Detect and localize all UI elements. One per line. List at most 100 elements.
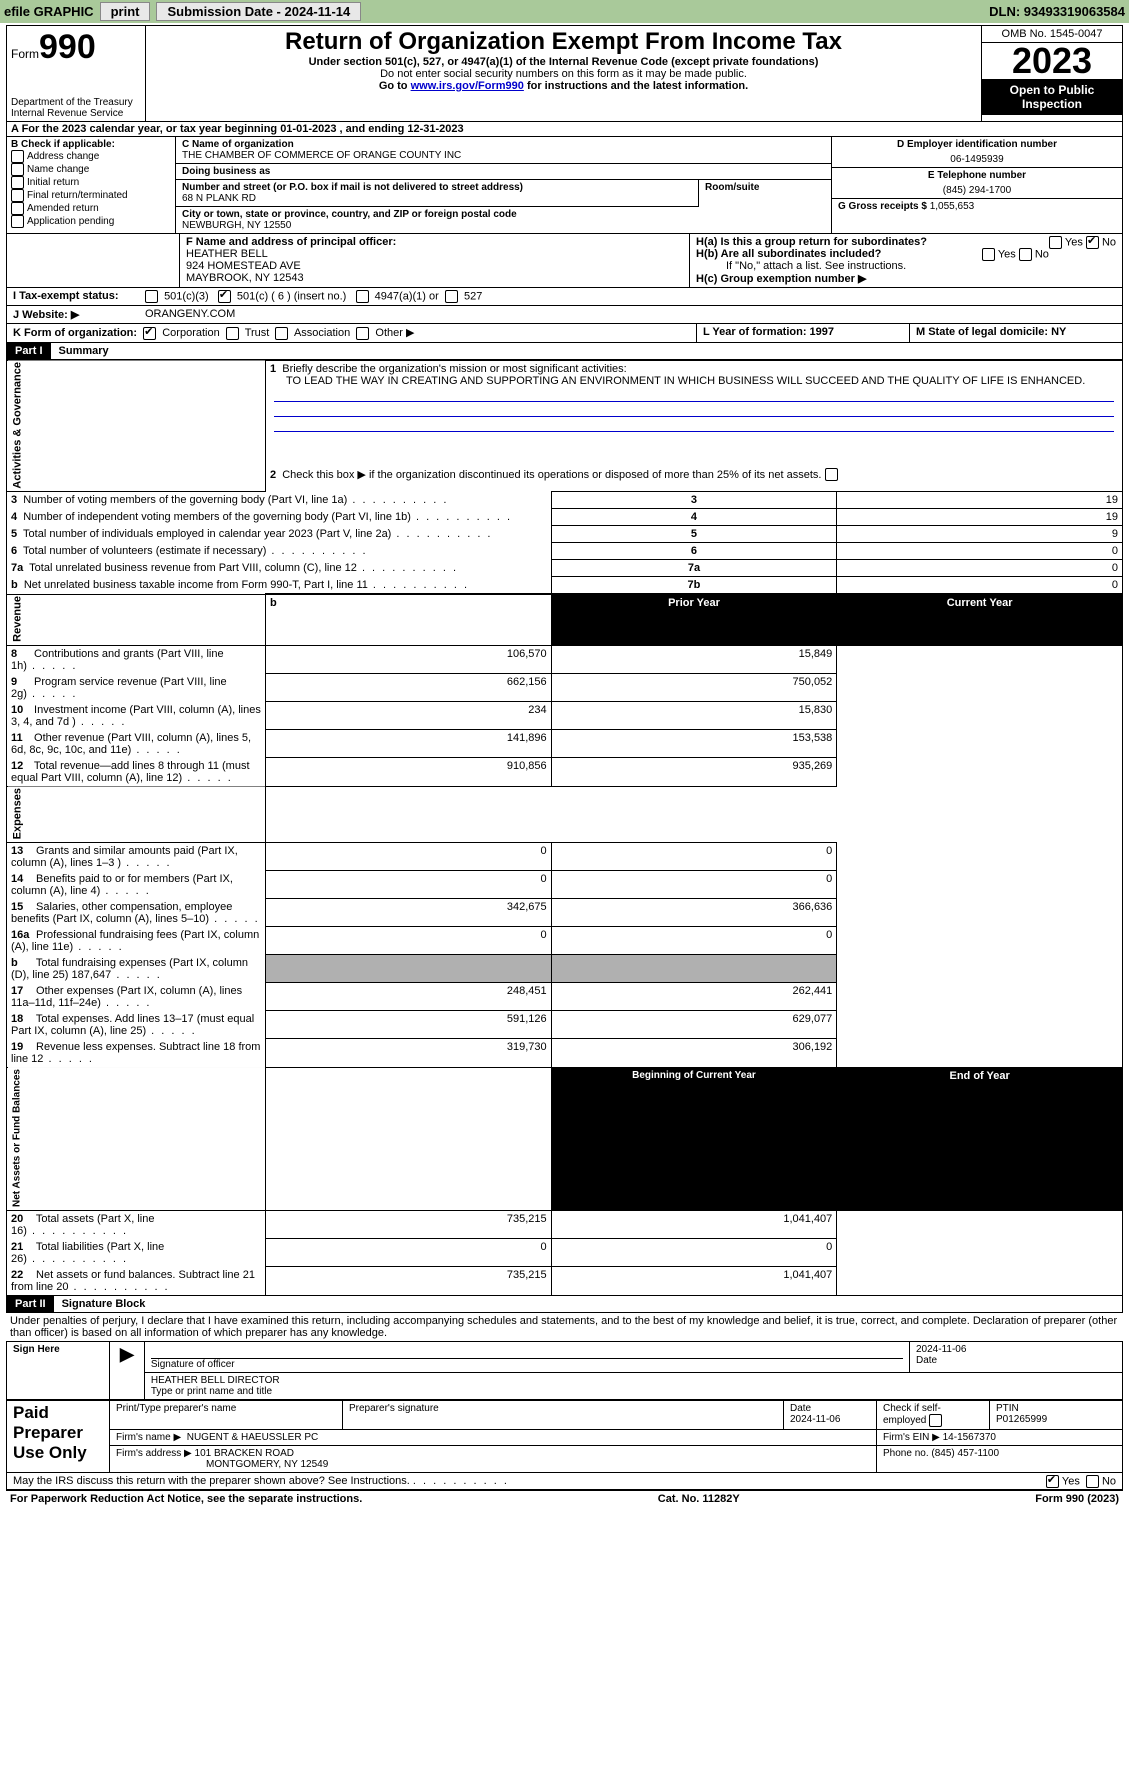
netassets-row-20: 20 Total assets (Part X, line 16)735,215… xyxy=(7,1210,1123,1239)
check-amended-return[interactable] xyxy=(11,202,24,215)
hc-label: H(c) Group exemption number ▶ xyxy=(696,273,866,285)
ck-trust[interactable] xyxy=(226,327,239,340)
check-application-pending[interactable] xyxy=(11,215,24,228)
summary-table: Activities & Governance 1 Briefly descri… xyxy=(6,360,1123,1296)
part1title: Summary xyxy=(51,343,117,359)
revenue-row-8: 8 Contributions and grants (Part VIII, l… xyxy=(7,645,1123,674)
check-final-return[interactable] xyxy=(11,189,24,202)
revenue-row-9: 9 Program service revenue (Part VIII, li… xyxy=(7,674,1123,702)
website-value: ORANGENY.COM xyxy=(139,306,1122,323)
hdr-beg: Beginning of Current Year xyxy=(551,1067,837,1210)
hb-no[interactable] xyxy=(1019,248,1032,261)
tax-year: 2023 xyxy=(982,43,1122,79)
ck-527[interactable] xyxy=(445,290,458,303)
side-rev: Revenue xyxy=(7,594,266,645)
ck-4947[interactable] xyxy=(356,290,369,303)
form-org-label: K Form of organization: xyxy=(13,327,137,339)
ck-assoc[interactable] xyxy=(275,327,288,340)
ck-corp[interactable] xyxy=(143,327,156,340)
dept-label: Department of the Treasury Internal Reve… xyxy=(11,97,141,119)
row-a-period: A For the 2023 calendar year, or tax yea… xyxy=(6,122,1123,137)
gross-receipts-label: G Gross receipts $ xyxy=(838,201,927,212)
discuss-yes[interactable] xyxy=(1046,1475,1059,1488)
org-name-label: C Name of organization xyxy=(182,139,825,150)
hdr-curr: Current Year xyxy=(837,594,1123,645)
website-label: J Website: ▶ xyxy=(7,306,139,323)
expense-row-b: b Total fundraising expenses (Part IX, c… xyxy=(7,955,1123,983)
goto-pre: Go to xyxy=(379,80,411,92)
prep-name-label: Print/Type preparer's name xyxy=(116,1403,236,1414)
ha-no[interactable] xyxy=(1086,236,1099,249)
hb-note: If "No," attach a list. See instructions… xyxy=(696,260,1116,272)
ha-yes[interactable] xyxy=(1049,236,1062,249)
form-header: Form990 Department of the Treasury Inter… xyxy=(6,25,1123,122)
sign-here-table: Sign Here ▶ Signature of officer 2024-11… xyxy=(6,1341,1123,1400)
l2-text: Check this box ▶ if the organization dis… xyxy=(282,469,821,481)
city-value: NEWBURGH, NY 12550 xyxy=(182,220,825,231)
paid-preparer-label: Paid Preparer Use Only xyxy=(7,1400,110,1472)
firm-phone: (845) 457-1100 xyxy=(931,1448,999,1459)
firm-ein: 14-1567370 xyxy=(943,1432,996,1443)
tax-exempt-label: I Tax-exempt status: xyxy=(7,288,139,305)
year-formation: L Year of formation: 1997 xyxy=(703,326,834,338)
discuss-no[interactable] xyxy=(1086,1475,1099,1488)
footer-left: For Paperwork Reduction Act Notice, see … xyxy=(10,1493,362,1505)
officer-addr1: 924 HOMESTEAD AVE xyxy=(186,260,683,272)
l1-value: TO LEAD THE WAY IN CREATING AND SUPPORTI… xyxy=(270,375,1085,387)
subtitle-2: Do not enter social security numbers on … xyxy=(152,68,975,80)
hb-yes[interactable] xyxy=(982,248,995,261)
check-address-change[interactable] xyxy=(11,150,24,163)
expense-row-13: 13 Grants and similar amounts paid (Part… xyxy=(7,842,1123,871)
efile-label: efile GRAPHIC xyxy=(4,4,94,19)
city-label: City or town, state or province, country… xyxy=(182,209,825,220)
ck-other[interactable] xyxy=(356,327,369,340)
org-name: THE CHAMBER OF COMMERCE OF ORANGE COUNTY… xyxy=(182,150,825,161)
print-button[interactable]: print xyxy=(100,2,151,21)
subtitle-1: Under section 501(c), 527, or 4947(a)(1)… xyxy=(152,56,975,68)
hdr-end: End of Year xyxy=(837,1067,1123,1210)
irs-link[interactable]: www.irs.gov/Form990 xyxy=(411,80,524,92)
revenue-row-10: 10 Investment income (Part VIII, column … xyxy=(7,702,1123,730)
footer-cat: Cat. No. 11282Y xyxy=(658,1493,740,1505)
check-name-change[interactable] xyxy=(11,163,24,176)
date-label: Date xyxy=(916,1355,937,1366)
summary-row-7b: b Net unrelated business taxable income … xyxy=(7,577,1123,595)
summary-row-6: 6 Total number of volunteers (estimate i… xyxy=(7,543,1123,560)
self-employed-check[interactable] xyxy=(929,1414,942,1427)
dba-label: Doing business as xyxy=(182,166,825,177)
sign-here-label: Sign Here xyxy=(7,1341,110,1399)
summary-row-4: 4 Number of independent voting members o… xyxy=(7,509,1123,526)
part1tag: Part I xyxy=(7,343,51,359)
goto-post: for instructions and the latest informat… xyxy=(524,80,748,92)
side-na: Net Assets or Fund Balances xyxy=(7,1067,266,1210)
prep-sig-label: Preparer's signature xyxy=(349,1403,439,1414)
form-number: 990 xyxy=(39,28,96,66)
firm-name: NUGENT & HAEUSSLER PC xyxy=(187,1432,319,1443)
expense-row-17: 17 Other expenses (Part IX, column (A), … xyxy=(7,983,1123,1011)
side-ag: Activities & Governance xyxy=(7,360,266,492)
phone-label: E Telephone number xyxy=(838,170,1116,181)
ck-501c3[interactable] xyxy=(145,290,158,303)
side-exp: Expenses xyxy=(7,786,266,842)
ck-501c[interactable] xyxy=(218,290,231,303)
box-b-title: B Check if applicable: xyxy=(11,139,171,150)
expense-row-16a: 16a Professional fundraising fees (Part … xyxy=(7,927,1123,955)
l1-label: Briefly describe the organization's miss… xyxy=(282,363,626,375)
form-title: Return of Organization Exempt From Incom… xyxy=(152,28,975,56)
part2tag: Part II xyxy=(7,1296,54,1312)
expense-row-15: 15 Salaries, other compensation, employe… xyxy=(7,899,1123,927)
summary-row-5: 5 Total number of individuals employed i… xyxy=(7,526,1123,543)
prep-date: 2024-11-06 xyxy=(790,1414,840,1425)
ha-label: H(a) Is this a group return for subordin… xyxy=(696,236,927,248)
check-initial-return[interactable] xyxy=(11,176,24,189)
discuss-text: May the IRS discuss this return with the… xyxy=(13,1475,410,1487)
submission-date-button[interactable]: Submission Date - 2024-11-14 xyxy=(156,2,361,21)
footer-right: Form 990 (2023) xyxy=(1035,1493,1119,1505)
box-b: B Check if applicable: Address change Na… xyxy=(7,137,176,233)
phone-value: (845) 294-1700 xyxy=(838,185,1116,196)
top-toolbar: efile GRAPHIC print Submission Date - 20… xyxy=(0,0,1129,23)
netassets-row-21: 21 Total liabilities (Part X, line 26)00 xyxy=(7,1239,1123,1267)
l2-check[interactable] xyxy=(825,468,838,481)
expense-row-19: 19 Revenue less expenses. Subtract line … xyxy=(7,1039,1123,1068)
officer-print-name: HEATHER BELL DIRECTOR xyxy=(151,1375,1116,1386)
